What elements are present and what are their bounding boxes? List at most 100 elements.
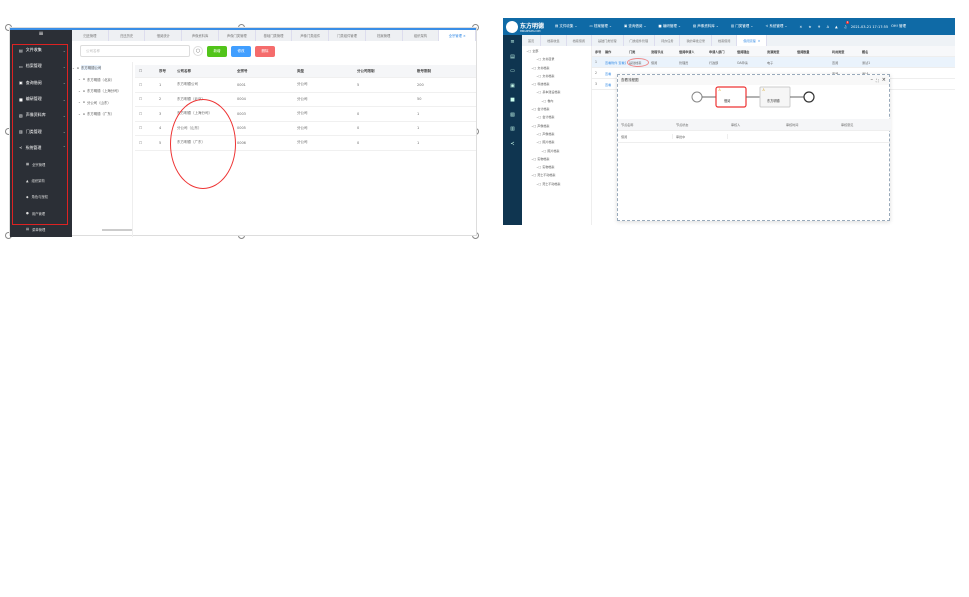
tree-node[interactable]: ⌄□ 会计档案	[522, 115, 591, 123]
tab[interactable]: 声像门类组件	[292, 30, 330, 41]
hamburger-icon[interactable]: ≡	[38, 30, 44, 37]
share-icon[interactable]: ≺	[510, 140, 515, 147]
row-checkbox[interactable]: ☐	[139, 126, 143, 131]
tree-node[interactable]: ⌄□ 实物档案	[522, 157, 591, 165]
tree-node[interactable]: ⌄□ 文书目录	[522, 57, 591, 65]
search-doc-icon[interactable]: ▣	[510, 82, 515, 89]
tree-node[interactable]: ⌄□ 照片档案	[522, 149, 591, 157]
tree-node[interactable]: ⌄ ⌂ 东方明德公司	[72, 65, 102, 71]
close-icon[interactable]: ×	[881, 77, 886, 83]
close-icon[interactable]: ×	[462, 33, 466, 38]
menu-file-collect[interactable]: ▤ 文件收集 ⌄	[555, 24, 578, 28]
edit-button[interactable]: 修改	[231, 46, 251, 57]
select-all-checkbox[interactable]: ☐	[139, 69, 143, 73]
row-checkbox[interactable]: ☐	[139, 82, 143, 87]
tree-node[interactable]: ⌄□ 照片档案	[522, 140, 591, 148]
bookmark-icon[interactable]: ■	[510, 97, 515, 103]
menu-category[interactable]: ▥ 门类管理 ⌄	[730, 24, 754, 28]
tree-node[interactable]: ⌄□ 基本建设档案	[522, 90, 591, 98]
tab[interactable]: 声像门类管理	[219, 30, 256, 41]
tree-node[interactable]: ⌄□ 声像档案	[522, 124, 591, 132]
menu-query[interactable]: ▣ 查询借阅 ⌄	[623, 24, 647, 28]
table-row[interactable]: ☐ 1 东方明德公司 0001 分公司 5 200	[135, 78, 476, 93]
resize-handle[interactable]	[5, 24, 12, 31]
tab[interactable]: 借阅统计	[145, 30, 183, 41]
tab[interactable]: 声像资料库	[182, 30, 219, 41]
theme-icon[interactable]: ♆	[817, 24, 821, 29]
tree-node[interactable]: ⌄□ 死亡不动档案	[522, 173, 591, 181]
action-link[interactable]: 查看附件 查看流程图	[605, 60, 626, 65]
sidebar-item-file-collect[interactable]: ▤ 文件收集 ⌄	[19, 47, 66, 53]
tools-icon[interactable]: ✕	[799, 24, 803, 29]
menu-system[interactable]: ≺ 系统管理 ⌄	[765, 24, 788, 28]
action-link[interactable]: 查看	[605, 71, 612, 76]
bell-icon[interactable]: ♫ 1	[843, 20, 850, 29]
table-row[interactable]: ☐ 2 东方明德（北京） 0004 分公司 50	[135, 93, 476, 107]
sidebar-item-query[interactable]: ▣ 查询借阅 ⌄	[19, 79, 66, 86]
tab[interactable]: 档案管理	[366, 30, 403, 41]
tab[interactable]: 基础门类管理	[592, 35, 624, 46]
tab-active[interactable]: 全宗管理 ×	[439, 30, 477, 41]
sidebar-item-media[interactable]: ▧ 声像资料库 ⌄	[19, 112, 66, 118]
file-icon[interactable]: ▤	[510, 53, 515, 60]
tree-node[interactable]: ⌄□ 声像档案	[522, 132, 591, 140]
delete-button[interactable]: 删除	[255, 46, 275, 57]
tree-node[interactable]: ⌄□ 实物档案	[522, 165, 591, 173]
row-checkbox[interactable]: ☐	[139, 97, 143, 102]
sidebar-subitem-org[interactable]: ▲ 组织架构	[26, 178, 45, 184]
sidebar-subitem-menu[interactable]: ▤ 菜单管理	[26, 227, 46, 232]
tree-node[interactable]: ⌄□ 科技档案	[522, 82, 591, 90]
font-icon[interactable]: A	[826, 24, 830, 29]
search-icon[interactable]: ○	[193, 46, 203, 56]
tree-node[interactable]: ⌄□ 文书档案	[522, 66, 591, 74]
menu-edit[interactable]: ■ 编研管理 ⌄	[658, 24, 681, 28]
menu-media[interactable]: ▧ 声像资料库 ⌄	[692, 24, 719, 28]
tab[interactable]: 基础门类管理	[256, 30, 293, 41]
row-checkbox[interactable]: ☐	[139, 111, 143, 116]
scrollbar[interactable]	[102, 229, 132, 231]
tree-node[interactable]: ⌄ ⌂ 东方明德（上海分司）	[78, 88, 121, 94]
minimize-icon[interactable]: –	[870, 77, 873, 83]
tree-node[interactable]: ⌄□ 卷内	[522, 99, 591, 107]
tab[interactable]: 借阅流程 ×	[737, 35, 768, 46]
tree-node[interactable]: ⌄□ 会计档案	[522, 107, 591, 115]
media-icon[interactable]: ▧	[510, 111, 515, 118]
maximize-icon[interactable]: ⛶	[875, 77, 879, 83]
sidebar-subitem-roles[interactable]: ◆ 角色与授权	[26, 194, 49, 200]
tab[interactable]: 门类组件管理	[624, 35, 656, 46]
tab[interactable]: 待办任务	[655, 35, 681, 46]
tree-node[interactable]: ⌄ ⌂ 分公司（山东）	[78, 100, 111, 105]
tree-node[interactable]: ⌄□ 全部	[522, 49, 591, 57]
star-icon[interactable]: ★	[808, 24, 812, 29]
action-link[interactable]: 查看	[605, 82, 612, 87]
add-button[interactable]: 新增	[207, 46, 227, 57]
tab[interactable]: 门类组件管理	[329, 30, 366, 41]
tree-node[interactable]: ⌄ ⌂ 东方明德（北京）	[78, 77, 115, 82]
close-icon[interactable]: ×	[757, 38, 761, 43]
sidebar-item-edit[interactable]: ■ 编研管理 ⌄	[19, 96, 66, 102]
row-checkbox[interactable]: ☐	[139, 140, 143, 145]
user-menu[interactable]: OH! 管理	[891, 24, 906, 28]
sidebar-item-archive[interactable]: ▭ 档案管理 ⌄	[19, 63, 66, 69]
tree-node[interactable]: ⌄ ⌂ 东方明德（广东）	[78, 111, 115, 117]
folder-icon[interactable]: ▭	[510, 68, 515, 74]
tab[interactable]: 档案借阅	[712, 35, 738, 46]
tree-node[interactable]: ⌄□ 文书档案	[522, 74, 591, 82]
menu-archive[interactable]: ▭ 档案管理 ⌄	[589, 24, 612, 28]
tab[interactable]: 归还管理	[72, 30, 109, 41]
sidebar-subitem-users[interactable]: ● 用户管理	[26, 211, 46, 216]
menu-icon[interactable]: ≡	[510, 39, 515, 45]
company-name-search-input[interactable]: 公司名称	[80, 45, 190, 57]
tab[interactable]: 归还历史	[109, 30, 146, 41]
sidebar-item-system[interactable]: ≺ 系统管理 ⌃	[19, 144, 66, 151]
sidebar-subitem-fonds[interactable]: ▦ 全宗管理	[26, 162, 46, 167]
tab[interactable]: 档案借阅	[567, 35, 592, 46]
tree-node[interactable]: ⌄□ 死亡不动档案	[522, 182, 591, 190]
lock-icon[interactable]: ▲	[835, 24, 838, 29]
tab[interactable]: 首页	[522, 35, 542, 46]
tab[interactable]: 档案收集	[541, 35, 567, 46]
sidebar-item-category[interactable]: ▥ 门类管理 ⌄	[19, 128, 66, 135]
category-icon[interactable]: ▥	[510, 126, 515, 132]
tab[interactable]: 组织架构	[403, 30, 440, 41]
tab[interactable]: 我的审批记录	[680, 35, 712, 46]
